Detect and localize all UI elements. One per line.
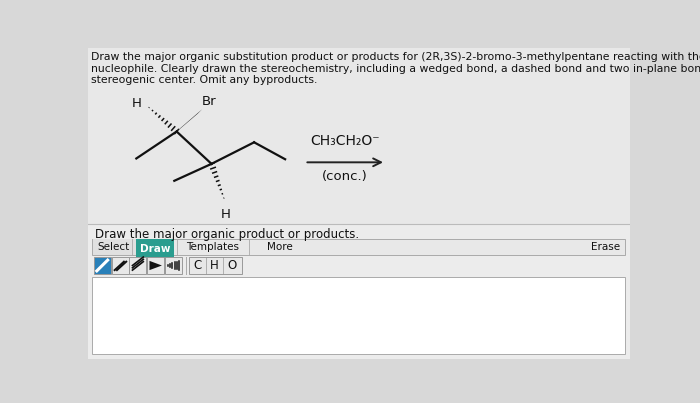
- Text: C: C: [193, 259, 202, 272]
- Text: O: O: [227, 259, 237, 272]
- Bar: [93, 239, 136, 255]
- Text: Select: Select: [98, 242, 130, 252]
- Text: Br: Br: [202, 96, 216, 108]
- Text: Templates: Templates: [186, 242, 239, 252]
- Text: Draw: Draw: [140, 243, 170, 253]
- Text: H: H: [132, 97, 141, 110]
- Text: H: H: [220, 208, 230, 221]
- Bar: [136, 239, 174, 258]
- Text: Erase: Erase: [592, 242, 620, 252]
- Text: stereogenic center. Omit any byproducts.: stereogenic center. Omit any byproducts.: [90, 75, 317, 85]
- Bar: [88, 225, 630, 359]
- Bar: [92, 239, 625, 256]
- Text: H: H: [210, 259, 219, 272]
- Bar: [147, 257, 164, 274]
- Text: More: More: [267, 242, 293, 252]
- Bar: [88, 48, 630, 224]
- Text: nucleophile. Clearly drawn the stereochemistry, including a wedged bond, a dashe: nucleophile. Clearly drawn the stereoche…: [90, 64, 700, 74]
- Text: (conc.): (conc.): [322, 170, 368, 183]
- Polygon shape: [150, 261, 162, 270]
- Bar: [165, 257, 182, 274]
- Bar: [189, 257, 241, 274]
- Text: Draw the major organic product or products.: Draw the major organic product or produc…: [95, 228, 359, 241]
- Bar: [92, 277, 625, 354]
- Bar: [130, 257, 146, 274]
- Text: Draw the major organic substitution product or products for (2R,3S)-2-bromo-3-me: Draw the major organic substitution prod…: [90, 52, 700, 62]
- Bar: [94, 257, 111, 274]
- Polygon shape: [175, 109, 202, 133]
- Text: CH₃CH₂O⁻: CH₃CH₂O⁻: [310, 135, 380, 148]
- Bar: [111, 257, 129, 274]
